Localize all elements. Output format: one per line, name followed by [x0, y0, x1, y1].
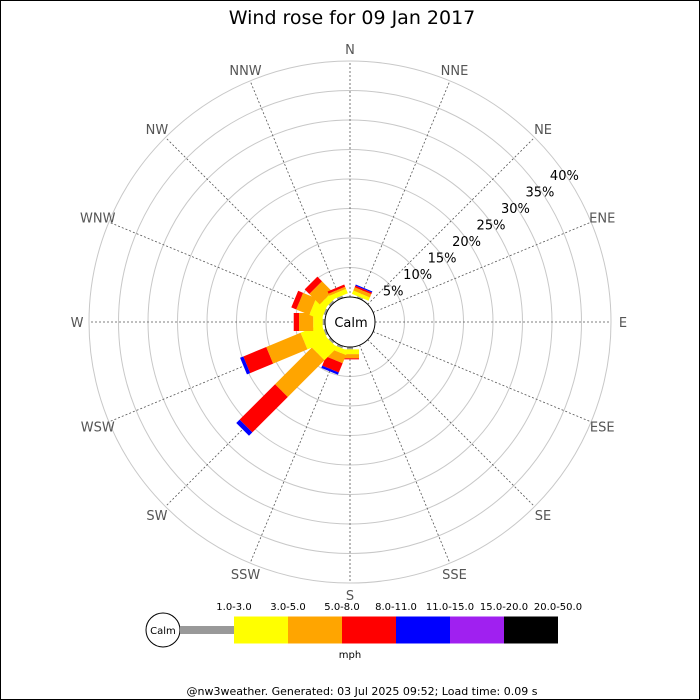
direction-label-ssw: SSW	[231, 568, 261, 583]
bar-segment-sw	[311, 334, 338, 361]
grid-spoke	[372, 221, 592, 313]
bar-segment-wsw	[266, 332, 308, 364]
bar-segment-wnw	[309, 298, 329, 320]
speed-legend: Calm 1.0-3.0 3.0-5.0 5.0-8.0 8.0-11.0 11.0-15…	[145, 602, 582, 661]
grid-spoke	[367, 339, 535, 507]
grid-spoke	[249, 344, 341, 564]
grid-spoke	[372, 331, 592, 423]
direction-label-nnw: NNW	[229, 64, 261, 79]
legend-bin-label: 3.0-5.0	[270, 602, 305, 613]
bar-segment-nne	[353, 287, 372, 298]
direction-label-ese: ESE	[590, 420, 615, 435]
bar-segment-sw	[239, 384, 288, 433]
direction-label-se: SE	[535, 509, 551, 524]
ring-label: 35%	[525, 186, 554, 201]
legend-swatch	[234, 616, 288, 644]
bar-segment-sw	[275, 347, 325, 397]
direction-label-ene: ENE	[589, 212, 615, 227]
direction-label-sw: SW	[146, 509, 167, 524]
legend-units: mph	[339, 650, 361, 661]
bar-segment-nne	[354, 285, 372, 295]
ring-label: 20%	[452, 235, 481, 250]
ring-label: 15%	[428, 252, 457, 267]
direction-label-nw: NW	[146, 123, 169, 138]
legend-calm-label: Calm	[150, 626, 176, 637]
grid-ring	[88, 60, 612, 584]
direction-label-ne: NE	[534, 123, 552, 138]
polar-grid: 5% 10%15% 20%25% 30%35% 40%	[88, 60, 612, 584]
ring-label: 25%	[477, 219, 506, 234]
bar-segment-ssw	[321, 365, 339, 375]
calm-circle	[324, 296, 376, 348]
ring-label: 10%	[403, 268, 432, 283]
grid-spoke	[108, 331, 328, 423]
bar-segment-nnw	[328, 286, 347, 296]
legend-bin-label: 20.0-50.0	[534, 602, 582, 613]
chart-title: Wind rose for 09 Jan 2017	[229, 7, 476, 29]
direction-labels: N NNE NE ENE E ESE SE SSE S SSW SW WSW W WNW NW NNW	[71, 43, 628, 604]
bar-segment-nw	[319, 291, 338, 310]
direction-label-e: E	[619, 316, 627, 331]
grid-spoke	[108, 221, 328, 313]
direction-label-wsw: WSW	[81, 420, 115, 435]
direction-label-nne: NNE	[441, 64, 469, 79]
bar-segment-nne	[351, 290, 370, 301]
calm-label: Calm	[334, 316, 367, 331]
direction-label-s: S	[346, 589, 354, 604]
bar-segment-ssw	[326, 348, 347, 364]
bar-segment-sw	[236, 419, 253, 436]
bar-segment-nnw	[327, 284, 346, 294]
ring-label: 40%	[550, 169, 579, 184]
legend-swatch	[450, 616, 504, 644]
direction-label-sse: SSE	[442, 568, 467, 583]
legend-swatch	[504, 616, 558, 644]
legend-bin-label: 5.0-8.0	[324, 602, 359, 613]
direction-label-wnw: WNW	[80, 212, 116, 227]
legend-bin-label: 1.0-3.0	[216, 602, 251, 613]
legend-swatch	[396, 616, 450, 644]
grid-spoke	[367, 137, 535, 305]
bar-segment-nw	[309, 281, 333, 305]
legend-bin-label: 8.0-11.0	[375, 602, 417, 613]
grid-spoke	[165, 137, 333, 305]
grid-ring	[265, 237, 435, 407]
legend-bin-label: 11.0-15.0	[426, 602, 474, 613]
bar-segment-ssw	[329, 343, 348, 356]
legend-swatch	[288, 616, 342, 644]
bar-segment-nnw	[329, 288, 348, 301]
grid-spoke	[359, 80, 451, 300]
footer-text: @nw3weather. Generated: 03 Jul 2025 09:5…	[187, 685, 538, 698]
grid-spoke	[359, 344, 451, 564]
legend-swatch	[342, 616, 396, 644]
legend-swatch	[180, 626, 234, 634]
bar-segment-wnw	[296, 292, 317, 315]
legend-bin-label: 15.0-20.0	[480, 602, 528, 613]
grid-ring	[118, 90, 582, 554]
calm-center: Calm	[324, 296, 376, 348]
bar-segment-ssw	[322, 356, 343, 373]
wind-bars	[236, 276, 373, 436]
bar-segment-wnw	[291, 290, 304, 310]
direction-label-n: N	[345, 43, 355, 58]
bar-segment-nw	[304, 276, 322, 294]
grid-ring	[177, 149, 523, 495]
bar-segment-wsw	[240, 356, 251, 375]
bar-segment-wsw	[243, 346, 274, 374]
ring-label: 30%	[501, 202, 530, 217]
grid-spoke	[249, 80, 341, 300]
direction-label-w: W	[71, 316, 84, 331]
bar-segment-wsw	[300, 324, 329, 350]
ring-label: 5%	[383, 285, 404, 300]
